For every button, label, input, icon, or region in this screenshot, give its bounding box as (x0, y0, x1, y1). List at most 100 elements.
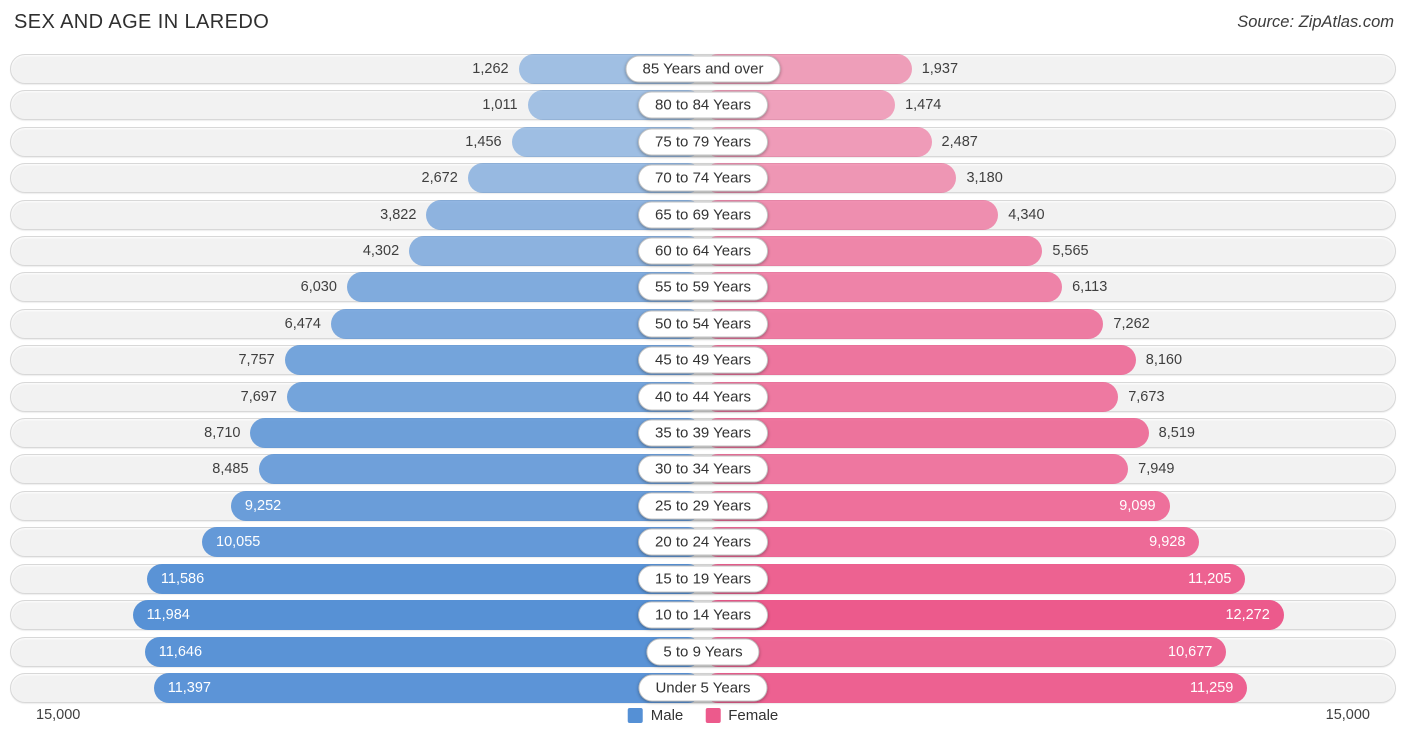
age-group-row: 7,697 7,673 40 to 44 Years (0, 381, 1406, 412)
male-value-label: 1,011 (482, 97, 518, 114)
female-value-label: 6,113 (1072, 279, 1108, 296)
legend-male-label: Male (650, 707, 684, 724)
header: SEX AND AGE IN LAREDO Source: ZipAtlas.c… (0, 0, 1406, 46)
male-value-label: 6,474 (284, 315, 321, 332)
male-bar (132, 600, 703, 631)
age-group-pill: 35 to 39 Years (638, 419, 768, 447)
female-bar (703, 381, 1119, 412)
age-group-row: 3,822 4,340 65 to 69 Years (0, 199, 1406, 230)
female-bar (703, 636, 1227, 667)
age-group-row: 11,397 11,259 Under 5 Years (0, 672, 1406, 703)
male-bar (258, 454, 703, 485)
age-group-row: 8,710 8,519 35 to 39 Years (0, 418, 1406, 449)
age-group-pill: 40 to 44 Years (638, 383, 768, 411)
age-group-row: 6,474 7,262 50 to 54 Years (0, 308, 1406, 339)
male-value-label: 8,710 (204, 425, 241, 442)
female-value-label: 8,519 (1158, 425, 1195, 442)
female-bar (703, 454, 1129, 485)
pyramid-chart: 1,262 1,937 85 Years and over 1,011 1,474 80 … (0, 54, 1406, 703)
female-bar (703, 672, 1248, 703)
male-bar (230, 490, 703, 521)
male-value-label: 2,672 (421, 170, 458, 187)
female-bar (703, 563, 1246, 594)
female-value-label: 1,474 (905, 97, 942, 114)
legend-female-label: Female (728, 707, 779, 724)
female-value-label: 2,487 (941, 133, 978, 150)
male-value-label: 6,030 (300, 279, 337, 296)
male-bar (286, 381, 703, 412)
age-group-pill: 85 Years and over (625, 55, 781, 83)
female-value-label: 4,340 (1008, 206, 1045, 223)
female-bar (703, 308, 1104, 339)
age-group-pill: 45 to 49 Years (638, 346, 768, 374)
age-group-row: 9,252 9,099 25 to 29 Years (0, 490, 1406, 521)
female-value-label: 7,949 (1138, 461, 1175, 478)
female-bar (703, 600, 1284, 631)
female-value-label: 11,205 (1188, 570, 1232, 587)
male-value-label: 11,586 (160, 570, 205, 587)
male-value-label: 7,697 (240, 388, 277, 405)
age-group-pill: 55 to 59 Years (638, 273, 768, 301)
age-group-pill: 20 to 24 Years (638, 528, 768, 556)
female-value-label: 7,262 (1113, 315, 1150, 332)
age-group-pill: 80 to 84 Years (638, 91, 768, 119)
legend-item-female: Female (705, 707, 778, 724)
male-bar (146, 563, 703, 594)
age-group-pill: 65 to 69 Years (638, 201, 768, 229)
age-group-pill: 70 to 74 Years (638, 164, 768, 192)
age-group-row: 4,302 5,565 60 to 64 Years (0, 236, 1406, 267)
female-value-label: 9,928 (1149, 534, 1186, 551)
female-value-label: 1,937 (921, 61, 959, 77)
female-value-label: 5,565 (1052, 243, 1089, 260)
chart-title: SEX AND AGE IN LAREDO (14, 11, 270, 33)
female-value-label: 9,099 (1119, 497, 1156, 514)
female-value-label: 10,677 (1168, 643, 1213, 660)
age-group-pill: 10 to 14 Years (638, 601, 768, 629)
female-value-label: 12,272 (1225, 607, 1270, 624)
age-group-row: 11,984 12,272 10 to 14 Years (0, 600, 1406, 631)
age-group-row: 6,030 6,113 55 to 59 Years (0, 272, 1406, 303)
male-value-label: 3,822 (380, 206, 417, 223)
male-value-label: 1,456 (465, 133, 502, 150)
legend: Male Female (627, 707, 778, 724)
legend-item-male: Male (627, 707, 684, 724)
male-value-label: 8,485 (212, 461, 249, 478)
age-group-row: 1,262 1,937 85 Years and over (0, 54, 1406, 84)
age-group-pill: 5 to 9 Years (646, 638, 760, 665)
female-value-label: 11,259 (1190, 679, 1234, 696)
male-bar (202, 527, 703, 558)
age-group-row: 10,055 9,928 20 to 24 Years (0, 527, 1406, 558)
age-group-pill: 30 to 34 Years (638, 455, 768, 483)
female-value-label: 3,180 (966, 170, 1003, 187)
axis-tick-label-left: 15,000 (36, 707, 81, 723)
male-value-label: 11,397 (167, 679, 211, 696)
age-group-pill: Under 5 Years (638, 674, 768, 702)
male-value-label: 1,262 (472, 61, 509, 77)
female-value-label: 7,673 (1128, 388, 1165, 405)
male-value-label: 10,055 (216, 534, 261, 551)
age-group-pill: 75 to 79 Years (638, 128, 768, 156)
axis-tick-label-right: 15,000 (1325, 707, 1370, 723)
female-bar (703, 345, 1136, 376)
male-bar (250, 418, 703, 449)
footer: 15,000 Male Female 15,000 (0, 703, 1406, 741)
male-color-swatch (627, 708, 643, 723)
age-group-row: 1,011 1,474 80 to 84 Years (0, 90, 1406, 121)
age-group-row: 11,646 10,677 5 to 9 Years (0, 636, 1406, 667)
female-bar (703, 527, 1200, 558)
female-bar (703, 418, 1149, 449)
source-attribution: Source: ZipAtlas.com (1237, 13, 1394, 31)
male-bar (153, 672, 703, 703)
female-value-label: 8,160 (1145, 352, 1183, 369)
male-value-label: 11,646 (158, 643, 203, 660)
male-value-label: 11,984 (146, 607, 190, 624)
age-group-pill: 25 to 29 Years (638, 492, 768, 520)
age-group-row: 7,757 8,160 45 to 49 Years (0, 345, 1406, 376)
age-group-row: 11,586 11,205 15 to 19 Years (0, 563, 1406, 594)
male-value-label: 7,757 (238, 352, 275, 369)
male-value-label: 4,302 (362, 243, 400, 260)
female-bar (703, 490, 1170, 521)
female-color-swatch (705, 708, 721, 723)
age-group-row: 1,456 2,487 75 to 79 Years (0, 126, 1406, 157)
age-group-pill: 15 to 19 Years (638, 565, 768, 593)
